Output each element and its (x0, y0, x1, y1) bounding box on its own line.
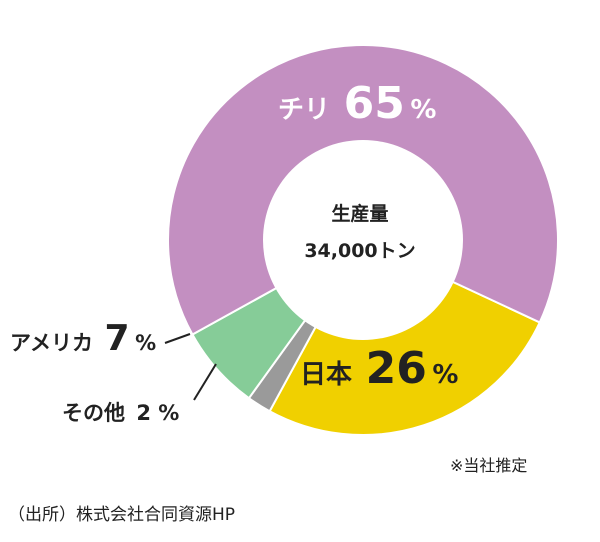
leader-line-usa (164, 333, 191, 344)
label-japan-unit: % (432, 360, 458, 390)
label-usa-name: アメリカ (10, 331, 93, 355)
label-chile-name: チリ (278, 95, 330, 125)
leader-line-other (193, 363, 217, 401)
label-japan-value: 26 (366, 343, 427, 394)
label-chile-unit: % (410, 95, 436, 125)
label-other-value: 2 (136, 401, 151, 425)
donut-hole (263, 140, 463, 340)
label-japan: 日本 26 % (300, 343, 458, 394)
label-usa: アメリカ 7 % (10, 318, 156, 359)
label-other-unit: % (158, 401, 179, 425)
label-chile-value: 65 (344, 78, 405, 129)
label-other: その他 2 % (62, 401, 179, 425)
label-japan-name: 日本 (300, 360, 352, 390)
estimate-note: ※当社推定 (450, 456, 528, 475)
center-label-title: 生産量 (331, 202, 388, 225)
center-label-value: 34,000トン (304, 240, 415, 262)
label-chile: チリ 65 % (278, 78, 436, 129)
label-usa-unit: % (135, 331, 156, 355)
label-other-name: その他 (62, 401, 125, 425)
label-usa-value: 7 (105, 318, 130, 359)
source-note: （出所）株式会社合同資源HP (8, 505, 236, 525)
